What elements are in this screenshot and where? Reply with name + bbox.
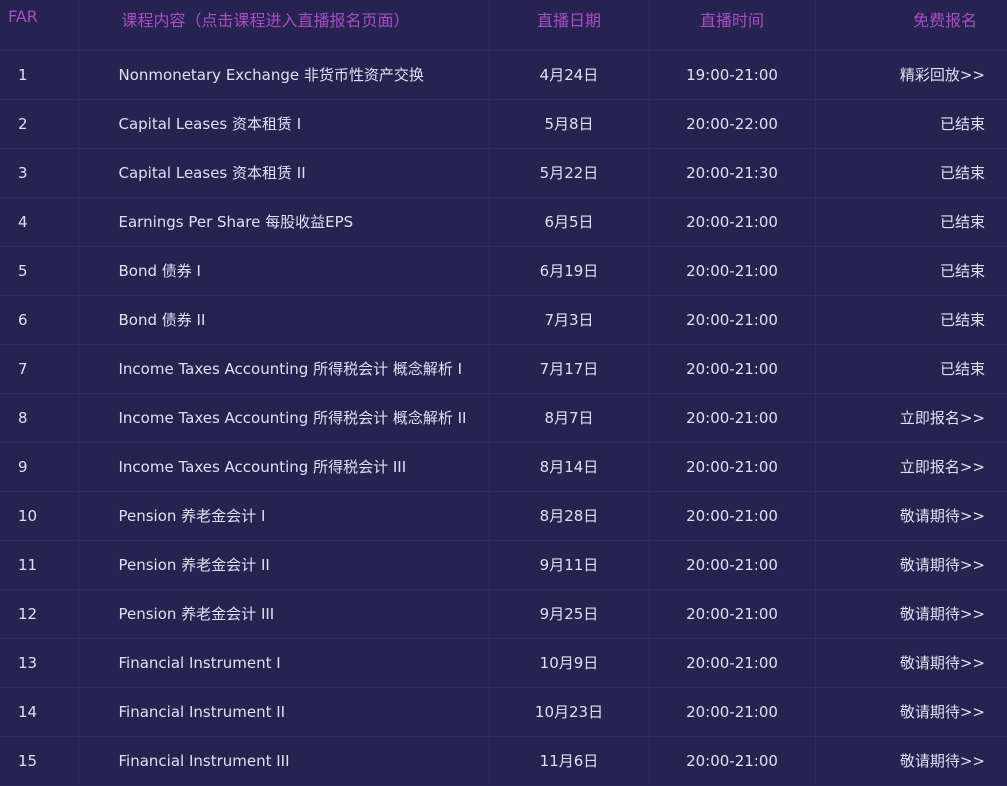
row-time: 20:00-21:00 [649,246,816,296]
course-link[interactable]: Bond 债券 II [78,295,490,345]
row-time: 20:00-21:00 [649,736,816,786]
row-date: 8月7日 [489,393,650,443]
course-link[interactable]: Financial Instrument II [78,687,490,737]
row-date: 9月25日 [489,589,650,639]
signup-status: 已结束 [815,148,1007,198]
table-row: 14 Financial Instrument II 10月23日 20:00-21:… [0,687,1007,737]
row-index: 2 [0,99,79,149]
row-time: 20:00-21:00 [649,295,816,345]
row-date: 10月23日 [489,687,650,737]
table-row: 3 Capital Leases 资本租赁 II 5月22日 20:00-21:30 已… [0,148,1007,198]
header-row: FAR 课程内容（点击课程进入直播报名页面） 直播日期 直播时间 免费报名 [0,0,1007,51]
header-time: 直播时间 [649,0,816,51]
row-index: 8 [0,393,79,443]
course-link[interactable]: Capital Leases 资本租赁 I [78,99,490,149]
course-link[interactable]: Nonmonetary Exchange 非货币性资产交换 [78,50,490,100]
table-row: 9 Income Taxes Accounting 所得税会计 III 8月14日 2… [0,442,1007,492]
row-index: 6 [0,295,79,345]
row-index: 9 [0,442,79,492]
table-row: 8 Income Taxes Accounting 所得税会计 概念解析 II 8月… [0,393,1007,443]
table-row: 10 Pension 养老金会计 I 8月28日 20:00-21:00 敬请期待>> [0,491,1007,541]
row-index: 11 [0,540,79,590]
course-link[interactable]: Bond 债券 I [78,246,490,296]
row-date: 7月17日 [489,344,650,394]
course-link[interactable]: Capital Leases 资本租赁 II [78,148,490,198]
row-date: 7月3日 [489,295,650,345]
header-course: 课程内容（点击课程进入直播报名页面） [78,0,490,51]
signup-status[interactable]: 敬请期待>> [815,736,1007,786]
signup-status: 已结束 [815,295,1007,345]
row-time: 20:00-21:30 [649,148,816,198]
header-date: 直播日期 [489,0,650,51]
course-link[interactable]: Earnings Per Share 每股收益EPS [78,197,490,247]
header-index: FAR [0,0,79,51]
course-link[interactable]: Financial Instrument III [78,736,490,786]
row-time: 19:00-21:00 [649,50,816,100]
row-index: 3 [0,148,79,198]
table-row: 4 Earnings Per Share 每股收益EPS 6月5日 20:00-21:… [0,197,1007,247]
table-row: 12 Pension 养老金会计 III 9月25日 20:00-21:00 敬请期待>… [0,589,1007,639]
header-signup: 免费报名 [815,0,1007,51]
row-date: 5月8日 [489,99,650,149]
signup-status: 已结束 [815,246,1007,296]
course-link[interactable]: Pension 养老金会计 II [78,540,490,590]
signup-status[interactable]: 立即报名>> [815,393,1007,443]
row-date: 4月24日 [489,50,650,100]
table-row: 11 Pension 养老金会计 II 9月11日 20:00-21:00 敬请期待>> [0,540,1007,590]
course-link[interactable]: Income Taxes Accounting 所得税会计 III [78,442,490,492]
row-time: 20:00-21:00 [649,442,816,492]
row-date: 9月11日 [489,540,650,590]
row-time: 20:00-21:00 [649,197,816,247]
signup-status[interactable]: 敬请期待>> [815,638,1007,688]
row-date: 10月9日 [489,638,650,688]
signup-status[interactable]: 精彩回放>> [815,50,1007,100]
signup-status[interactable]: 立即报名>> [815,442,1007,492]
signup-status: 已结束 [815,344,1007,394]
row-date: 8月28日 [489,491,650,541]
table-row: 1 Nonmonetary Exchange 非货币性资产交换 4月24日 19:00… [0,50,1007,100]
course-link[interactable]: Income Taxes Accounting 所得税会计 概念解析 I [78,344,490,394]
signup-status[interactable]: 敬请期待>> [815,540,1007,590]
row-date: 5月22日 [489,148,650,198]
row-index: 12 [0,589,79,639]
row-index: 13 [0,638,79,688]
row-time: 20:00-21:00 [649,638,816,688]
table-row: 2 Capital Leases 资本租赁 I 5月8日 20:00-22:00 已结束 [0,99,1007,149]
row-index: 15 [0,736,79,786]
row-date: 6月5日 [489,197,650,247]
row-index: 14 [0,687,79,737]
row-time: 20:00-21:00 [649,491,816,541]
course-link[interactable]: Pension 养老金会计 I [78,491,490,541]
row-date: 11月6日 [489,736,650,786]
row-index: 5 [0,246,79,296]
row-index: 4 [0,197,79,247]
row-time: 20:00-21:00 [649,687,816,737]
row-index: 7 [0,344,79,394]
signup-status[interactable]: 敬请期待>> [815,491,1007,541]
signup-status[interactable]: 敬请期待>> [815,589,1007,639]
table-row: 6 Bond 债券 II 7月3日 20:00-21:00 已结束 [0,295,1007,345]
table-row: 15 Financial Instrument III 11月6日 20:00-21:… [0,736,1007,786]
row-time: 20:00-21:00 [649,344,816,394]
row-time: 20:00-21:00 [649,540,816,590]
course-link[interactable]: Income Taxes Accounting 所得税会计 概念解析 II [78,393,490,443]
table-row: 5 Bond 债券 I 6月19日 20:00-21:00 已结束 [0,246,1007,296]
table-row: 13 Financial Instrument I 10月9日 20:00-21:00… [0,638,1007,688]
row-time: 20:00-21:00 [649,393,816,443]
row-index: 1 [0,50,79,100]
row-index: 10 [0,491,79,541]
signup-status: 已结束 [815,197,1007,247]
row-date: 6月19日 [489,246,650,296]
signup-status[interactable]: 敬请期待>> [815,687,1007,737]
course-link[interactable]: Financial Instrument I [78,638,490,688]
course-link[interactable]: Pension 养老金会计 III [78,589,490,639]
signup-status: 已结束 [815,99,1007,149]
row-time: 20:00-21:00 [649,589,816,639]
row-date: 8月14日 [489,442,650,492]
row-time: 20:00-22:00 [649,99,816,149]
table-row: 7 Income Taxes Accounting 所得税会计 概念解析 I 7月1… [0,344,1007,394]
